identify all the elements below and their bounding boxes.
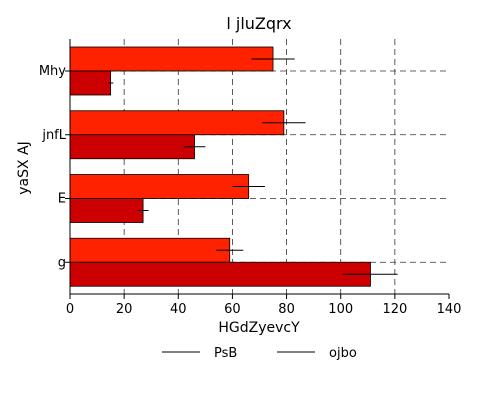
bar-PsB-Mhy (69, 46, 274, 72)
bar-ojbo-Mhy (69, 70, 112, 96)
legend-label: ojbo (329, 346, 357, 361)
legend-label: PsB (214, 346, 237, 361)
x-tick-label: 20 (116, 302, 133, 317)
y-axis-label: yaSX AJ (16, 141, 32, 195)
bar-PsB-jnfL (69, 110, 285, 136)
x-tick-label: 60 (224, 302, 241, 317)
error-bars (107, 58, 398, 275)
chart-title: l jluZqrx (226, 14, 291, 33)
x-tick-label: 140 (437, 302, 462, 317)
y-tick-label: E (58, 192, 66, 207)
bar-ojbo-E (69, 198, 144, 223)
x-tick-label: 100 (328, 302, 353, 317)
bar-ojbo-jnfL (69, 134, 195, 160)
bar-ojbo-g (69, 261, 371, 287)
y-tick-label: jnfL (41, 128, 66, 143)
x-tick-label: 120 (382, 302, 407, 317)
bar-PsB-E (69, 174, 250, 199)
bar-PsB-g (69, 237, 231, 263)
x-tick-label: 80 (278, 302, 295, 317)
x-axis-label: HGdZyevcY (218, 320, 300, 336)
y-tick-label: g (58, 255, 66, 270)
x-tick-label: 0 (66, 302, 74, 317)
axes: 0 20 40 60 80 100 120 140 Mhy jnfL Eg (39, 39, 462, 317)
x-tick-label: 40 (170, 302, 187, 317)
legend: PsB ojbo (162, 346, 357, 361)
y-tick-label: Mhy (39, 64, 66, 79)
